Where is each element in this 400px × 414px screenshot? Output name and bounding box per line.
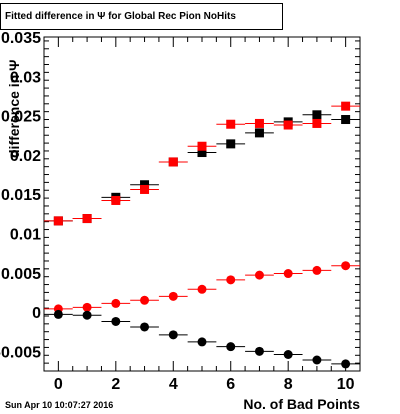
x-tick-label: 6 xyxy=(226,376,235,393)
data-point-circle xyxy=(82,310,92,320)
data-point-square xyxy=(197,141,207,151)
data-point-square xyxy=(168,157,178,167)
data-point-square xyxy=(197,148,207,158)
data-point-circle xyxy=(53,309,63,319)
data-point-square xyxy=(254,128,264,138)
data-point-square xyxy=(312,110,322,120)
x-tick-label: 2 xyxy=(111,376,120,393)
data-point-square xyxy=(226,119,236,129)
data-point-square xyxy=(140,180,150,190)
y-tick-label: 0.035 xyxy=(1,30,41,47)
data-point-circle xyxy=(341,261,351,271)
y-tick-label: 0.005 xyxy=(1,266,41,283)
data-point-circle xyxy=(140,322,150,332)
x-tick-label: 10 xyxy=(337,376,355,393)
data-point-circle xyxy=(283,269,293,279)
data-point-square xyxy=(140,184,150,194)
data-point-circle xyxy=(197,337,207,347)
data-point-square xyxy=(312,118,322,128)
data-point-circle xyxy=(168,291,178,301)
data-point-square xyxy=(111,195,121,205)
y-tick-label: 0 xyxy=(32,305,41,322)
x-tick-label: 8 xyxy=(284,376,293,393)
data-point-square xyxy=(341,115,351,125)
data-point-circle xyxy=(168,330,178,340)
data-point-circle xyxy=(82,302,92,312)
x-tick-label: 4 xyxy=(169,376,178,393)
x-tick-label: 0 xyxy=(54,376,63,393)
data-point-circle xyxy=(111,316,121,326)
data-point-circle xyxy=(254,270,264,280)
data-point-square xyxy=(53,216,63,226)
data-point-square xyxy=(283,120,293,130)
data-point-circle xyxy=(111,298,121,308)
y-tick-label: -0.005 xyxy=(0,344,41,361)
title-box: Fitted difference in Ψ for Global Rec Pi… xyxy=(0,3,283,30)
data-point-square xyxy=(226,139,236,149)
y-tick-label: 0.03 xyxy=(10,69,41,86)
data-marks xyxy=(44,101,360,369)
data-point-circle xyxy=(197,284,207,294)
series-3 xyxy=(44,309,360,369)
x-axis-label: No. of Bad Points xyxy=(243,396,360,412)
data-point-circle xyxy=(140,295,150,305)
plot-frame xyxy=(43,36,361,372)
data-point-circle xyxy=(226,275,236,285)
data-point-square xyxy=(82,214,92,224)
series-2 xyxy=(44,261,360,314)
y-tick-label: 0.01 xyxy=(10,226,41,243)
y-tick-label: 0.02 xyxy=(10,148,41,165)
y-axis: -0.005 0 0.005 0.01 0.015 0.02 0.025 0.03 0.035 xyxy=(0,30,360,372)
x-axis: 0 2 4 6 8 10 xyxy=(54,37,355,393)
data-point-square xyxy=(341,101,351,111)
data-point-square xyxy=(254,118,264,128)
timestamp: Sun Apr 10 10:07:27 2016 xyxy=(5,400,114,410)
data-point-circle xyxy=(312,355,322,365)
y-tick-label: 0.015 xyxy=(1,187,41,204)
data-point-circle xyxy=(341,359,351,369)
data-point-circle xyxy=(312,265,322,275)
chart-title: Fitted difference in Ψ for Global Rec Pi… xyxy=(5,11,236,22)
data-point-circle xyxy=(254,346,264,356)
y-axis-label: difference in Ψ xyxy=(6,59,22,158)
series-1 xyxy=(44,101,360,226)
data-point-circle xyxy=(283,349,293,359)
data-point-circle xyxy=(226,342,236,352)
y-tick-label: 0.025 xyxy=(1,109,41,126)
